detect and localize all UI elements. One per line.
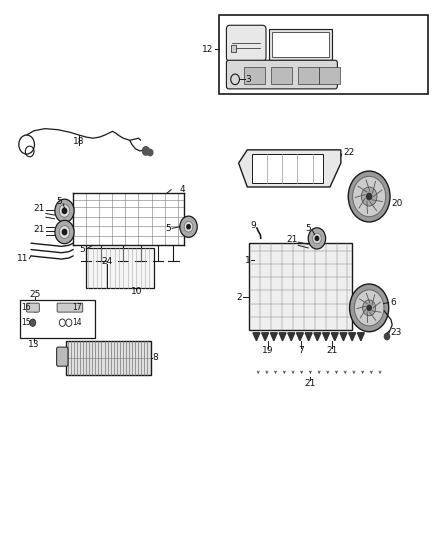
Bar	[319, 67, 340, 84]
Bar	[269, 29, 332, 60]
Text: 9: 9	[250, 221, 256, 230]
Circle shape	[59, 225, 70, 238]
Text: 17: 17	[72, 303, 82, 312]
Text: 8: 8	[153, 353, 159, 362]
Polygon shape	[331, 333, 338, 341]
Text: 21: 21	[326, 346, 338, 355]
Text: 4: 4	[179, 185, 185, 194]
Text: 12: 12	[202, 45, 214, 54]
Bar	[252, 154, 323, 183]
Bar	[272, 32, 328, 56]
Text: 10: 10	[131, 287, 142, 296]
Circle shape	[354, 290, 384, 326]
Text: 5: 5	[57, 197, 62, 206]
Circle shape	[55, 199, 74, 222]
Circle shape	[308, 228, 325, 249]
Circle shape	[62, 208, 67, 214]
Text: 15: 15	[21, 318, 31, 327]
Circle shape	[353, 176, 386, 216]
Polygon shape	[253, 333, 260, 341]
Text: 2: 2	[236, 293, 242, 302]
Text: 19: 19	[262, 346, 273, 355]
Text: 14: 14	[72, 318, 82, 327]
Circle shape	[55, 220, 74, 244]
Bar	[66, 341, 151, 375]
Text: 18: 18	[73, 138, 85, 147]
Polygon shape	[349, 333, 356, 341]
Polygon shape	[270, 333, 277, 341]
Circle shape	[361, 187, 377, 206]
Text: 21: 21	[305, 378, 316, 387]
Text: 6: 6	[390, 298, 396, 307]
Text: 3: 3	[245, 75, 251, 84]
Bar	[219, 14, 428, 94]
FancyBboxPatch shape	[226, 60, 337, 89]
Text: 25: 25	[30, 289, 41, 298]
Bar	[250, 243, 352, 330]
Text: 1: 1	[244, 256, 251, 265]
Text: 7: 7	[298, 346, 304, 355]
Polygon shape	[305, 333, 312, 341]
Text: 5: 5	[79, 245, 85, 254]
Text: 5: 5	[306, 224, 311, 233]
Circle shape	[367, 305, 371, 311]
Polygon shape	[357, 333, 364, 341]
Polygon shape	[288, 333, 295, 341]
Circle shape	[350, 284, 389, 332]
Text: 21: 21	[34, 204, 45, 213]
Text: 5: 5	[166, 224, 171, 233]
Bar	[231, 45, 237, 52]
Circle shape	[30, 319, 36, 326]
FancyBboxPatch shape	[57, 303, 83, 312]
Bar	[86, 248, 154, 288]
Bar	[20, 300, 95, 338]
Polygon shape	[322, 333, 329, 341]
Text: 20: 20	[391, 199, 402, 208]
Circle shape	[348, 171, 390, 222]
Polygon shape	[261, 333, 268, 341]
Circle shape	[62, 229, 67, 235]
Circle shape	[32, 304, 39, 312]
Text: 16: 16	[21, 303, 31, 312]
Text: 24: 24	[101, 257, 112, 265]
Text: 21: 21	[34, 225, 45, 234]
Text: 23: 23	[390, 328, 401, 337]
Circle shape	[142, 147, 149, 155]
Polygon shape	[279, 333, 286, 341]
FancyBboxPatch shape	[57, 347, 68, 366]
Bar	[271, 67, 292, 84]
Circle shape	[180, 216, 197, 237]
Polygon shape	[239, 150, 341, 187]
Polygon shape	[297, 333, 304, 341]
Polygon shape	[314, 333, 321, 341]
Circle shape	[187, 224, 190, 229]
Text: 13: 13	[28, 340, 40, 349]
FancyBboxPatch shape	[226, 25, 266, 61]
FancyBboxPatch shape	[27, 303, 39, 312]
Circle shape	[385, 333, 390, 340]
Circle shape	[367, 193, 372, 200]
Circle shape	[313, 233, 321, 244]
Circle shape	[363, 300, 376, 316]
Circle shape	[59, 319, 65, 326]
Text: 21: 21	[286, 236, 297, 245]
Text: 22: 22	[343, 148, 354, 157]
Text: 11: 11	[17, 254, 28, 263]
Circle shape	[184, 221, 193, 232]
Circle shape	[315, 236, 319, 240]
Circle shape	[66, 319, 72, 326]
Bar	[244, 67, 265, 84]
Bar	[298, 67, 319, 84]
Circle shape	[148, 149, 153, 156]
Circle shape	[59, 205, 70, 217]
Polygon shape	[340, 333, 347, 341]
